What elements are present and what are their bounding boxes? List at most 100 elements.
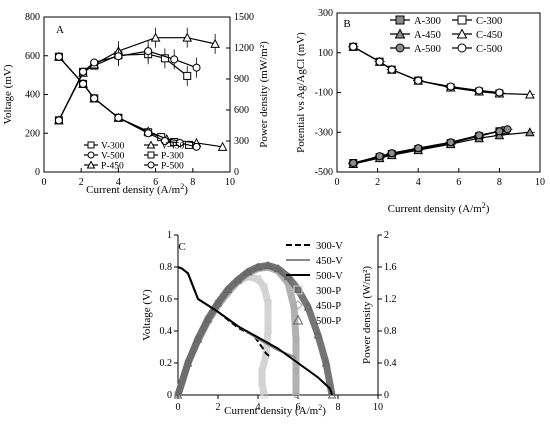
x-tick-label: 2 [79, 177, 84, 188]
data-point [183, 71, 192, 80]
data-point [54, 52, 63, 61]
y-axis-label: Voltage (V) [141, 289, 153, 341]
data-point [90, 58, 99, 67]
x-tick-label: 4 [116, 177, 121, 188]
series-band [174, 261, 336, 397]
panel-letter: A [56, 24, 64, 36]
y2-tick-label: 600 [234, 105, 249, 116]
data-point [210, 38, 220, 48]
legend-entry: 500-P [316, 316, 341, 327]
data-point [243, 267, 253, 276]
y-tick-label: 200 [25, 128, 40, 139]
data-point [292, 391, 300, 399]
data-point [254, 275, 262, 283]
legend-marker [292, 314, 304, 325]
series-line [58, 37, 216, 121]
legend-marker [87, 141, 95, 149]
data-point [160, 137, 169, 145]
data-point [375, 152, 384, 161]
y-tick-label: 300 [318, 8, 333, 19]
data-point [375, 57, 384, 66]
x-tick-label: 10 [373, 402, 383, 413]
y-tick-label: -500 [315, 167, 333, 178]
legend-marker [394, 28, 406, 39]
y-axis-label: Voltage (mV) [2, 64, 14, 124]
legend-entry: C-500 [476, 44, 502, 55]
data-point [170, 55, 179, 64]
series-p-300 [54, 44, 192, 125]
data-point [273, 264, 283, 273]
panel-c: 0 2 4 6 8 1000.20.40.60.8100.40.81.21.62Volta… [141, 230, 397, 417]
data-point [233, 275, 243, 284]
legend-entry: 450-P [316, 301, 341, 312]
data-point [258, 367, 266, 375]
data-point [387, 149, 396, 158]
legend-marker [87, 151, 95, 159]
legend-entry: P-500 [161, 162, 184, 172]
data-point [313, 330, 323, 339]
data-point [290, 303, 298, 311]
x-tick-label: 4 [416, 177, 421, 188]
data-point [264, 327, 272, 335]
series-line [177, 266, 333, 396]
x-axis-label: Current density (A/m2) [86, 182, 188, 196]
panel-b: 0 2 4 6 8 10 -500 -300 -100 100 300 Potential vs Ag… [295, 8, 545, 215]
data-point [495, 127, 504, 136]
legend-marker [457, 43, 467, 53]
y-tick-label: 100 [318, 48, 333, 59]
data-point [217, 141, 228, 151]
y2-tick-label: 0.4 [384, 358, 397, 369]
y2-tick-label: 2 [384, 230, 389, 241]
legend-entry: V-300 [101, 142, 125, 152]
data-point [253, 262, 263, 271]
legend-entry: A-300 [414, 16, 441, 27]
y2-axis-label: Power density (W/m²) [361, 266, 373, 364]
series-v-450 [54, 51, 228, 151]
legend-entry: 300-P [316, 286, 341, 297]
data-point [223, 284, 233, 293]
y-tick-label: 0 [167, 390, 172, 401]
data-point [349, 42, 358, 51]
x-tick-label: 8 [190, 177, 195, 188]
series-500-p [173, 260, 337, 399]
series-c-500 [348, 42, 505, 97]
data-point [503, 125, 512, 134]
legend-marker [293, 285, 303, 295]
legend-entry: 450-V [316, 256, 343, 267]
legend-entry: V-500 [101, 152, 125, 162]
legend: V-300 V-450 V-500 P-300 P-450 P-500 [84, 140, 185, 172]
data-point [160, 54, 169, 63]
legend-entry: P-450 [101, 162, 124, 172]
x-axis-label: Current density (A/m2) [224, 403, 326, 417]
data-point [213, 298, 223, 307]
y2-tick-label: 1.2 [384, 294, 397, 305]
x-tick-label: 2 [216, 402, 221, 413]
y-tick-label: 1 [167, 230, 172, 241]
data-point [150, 32, 161, 42]
data-point [414, 144, 423, 153]
data-point [260, 283, 268, 291]
panel-letter: B [343, 18, 350, 30]
data-point [525, 89, 535, 99]
legend-marker [147, 151, 155, 159]
y2-tick-label: 1500 [234, 12, 254, 23]
y-tick-label: 0.2 [160, 358, 173, 369]
y-tick-label: -100 [315, 88, 333, 99]
series-band [174, 263, 300, 397]
x-tick-label: 0 [335, 177, 340, 188]
x-tick-label: 0 [176, 402, 181, 413]
data-point [292, 335, 300, 343]
data-point [144, 47, 153, 56]
x-tick-label: 4 [256, 402, 261, 413]
x-tick-label: 0 [42, 177, 47, 188]
x-tick-label: 2 [375, 177, 380, 188]
legend-marker [147, 161, 155, 169]
y-tick-label: 400 [25, 90, 40, 101]
x-axis-label: Current density (A/m2) [388, 201, 490, 215]
legend-entry: P-300 [161, 152, 184, 162]
x-tick-label: 6 [456, 177, 461, 188]
series-line [58, 56, 190, 146]
series-v-500 [54, 52, 201, 151]
panel-letter: C [178, 241, 185, 253]
x-tick-label: 10 [225, 177, 235, 188]
